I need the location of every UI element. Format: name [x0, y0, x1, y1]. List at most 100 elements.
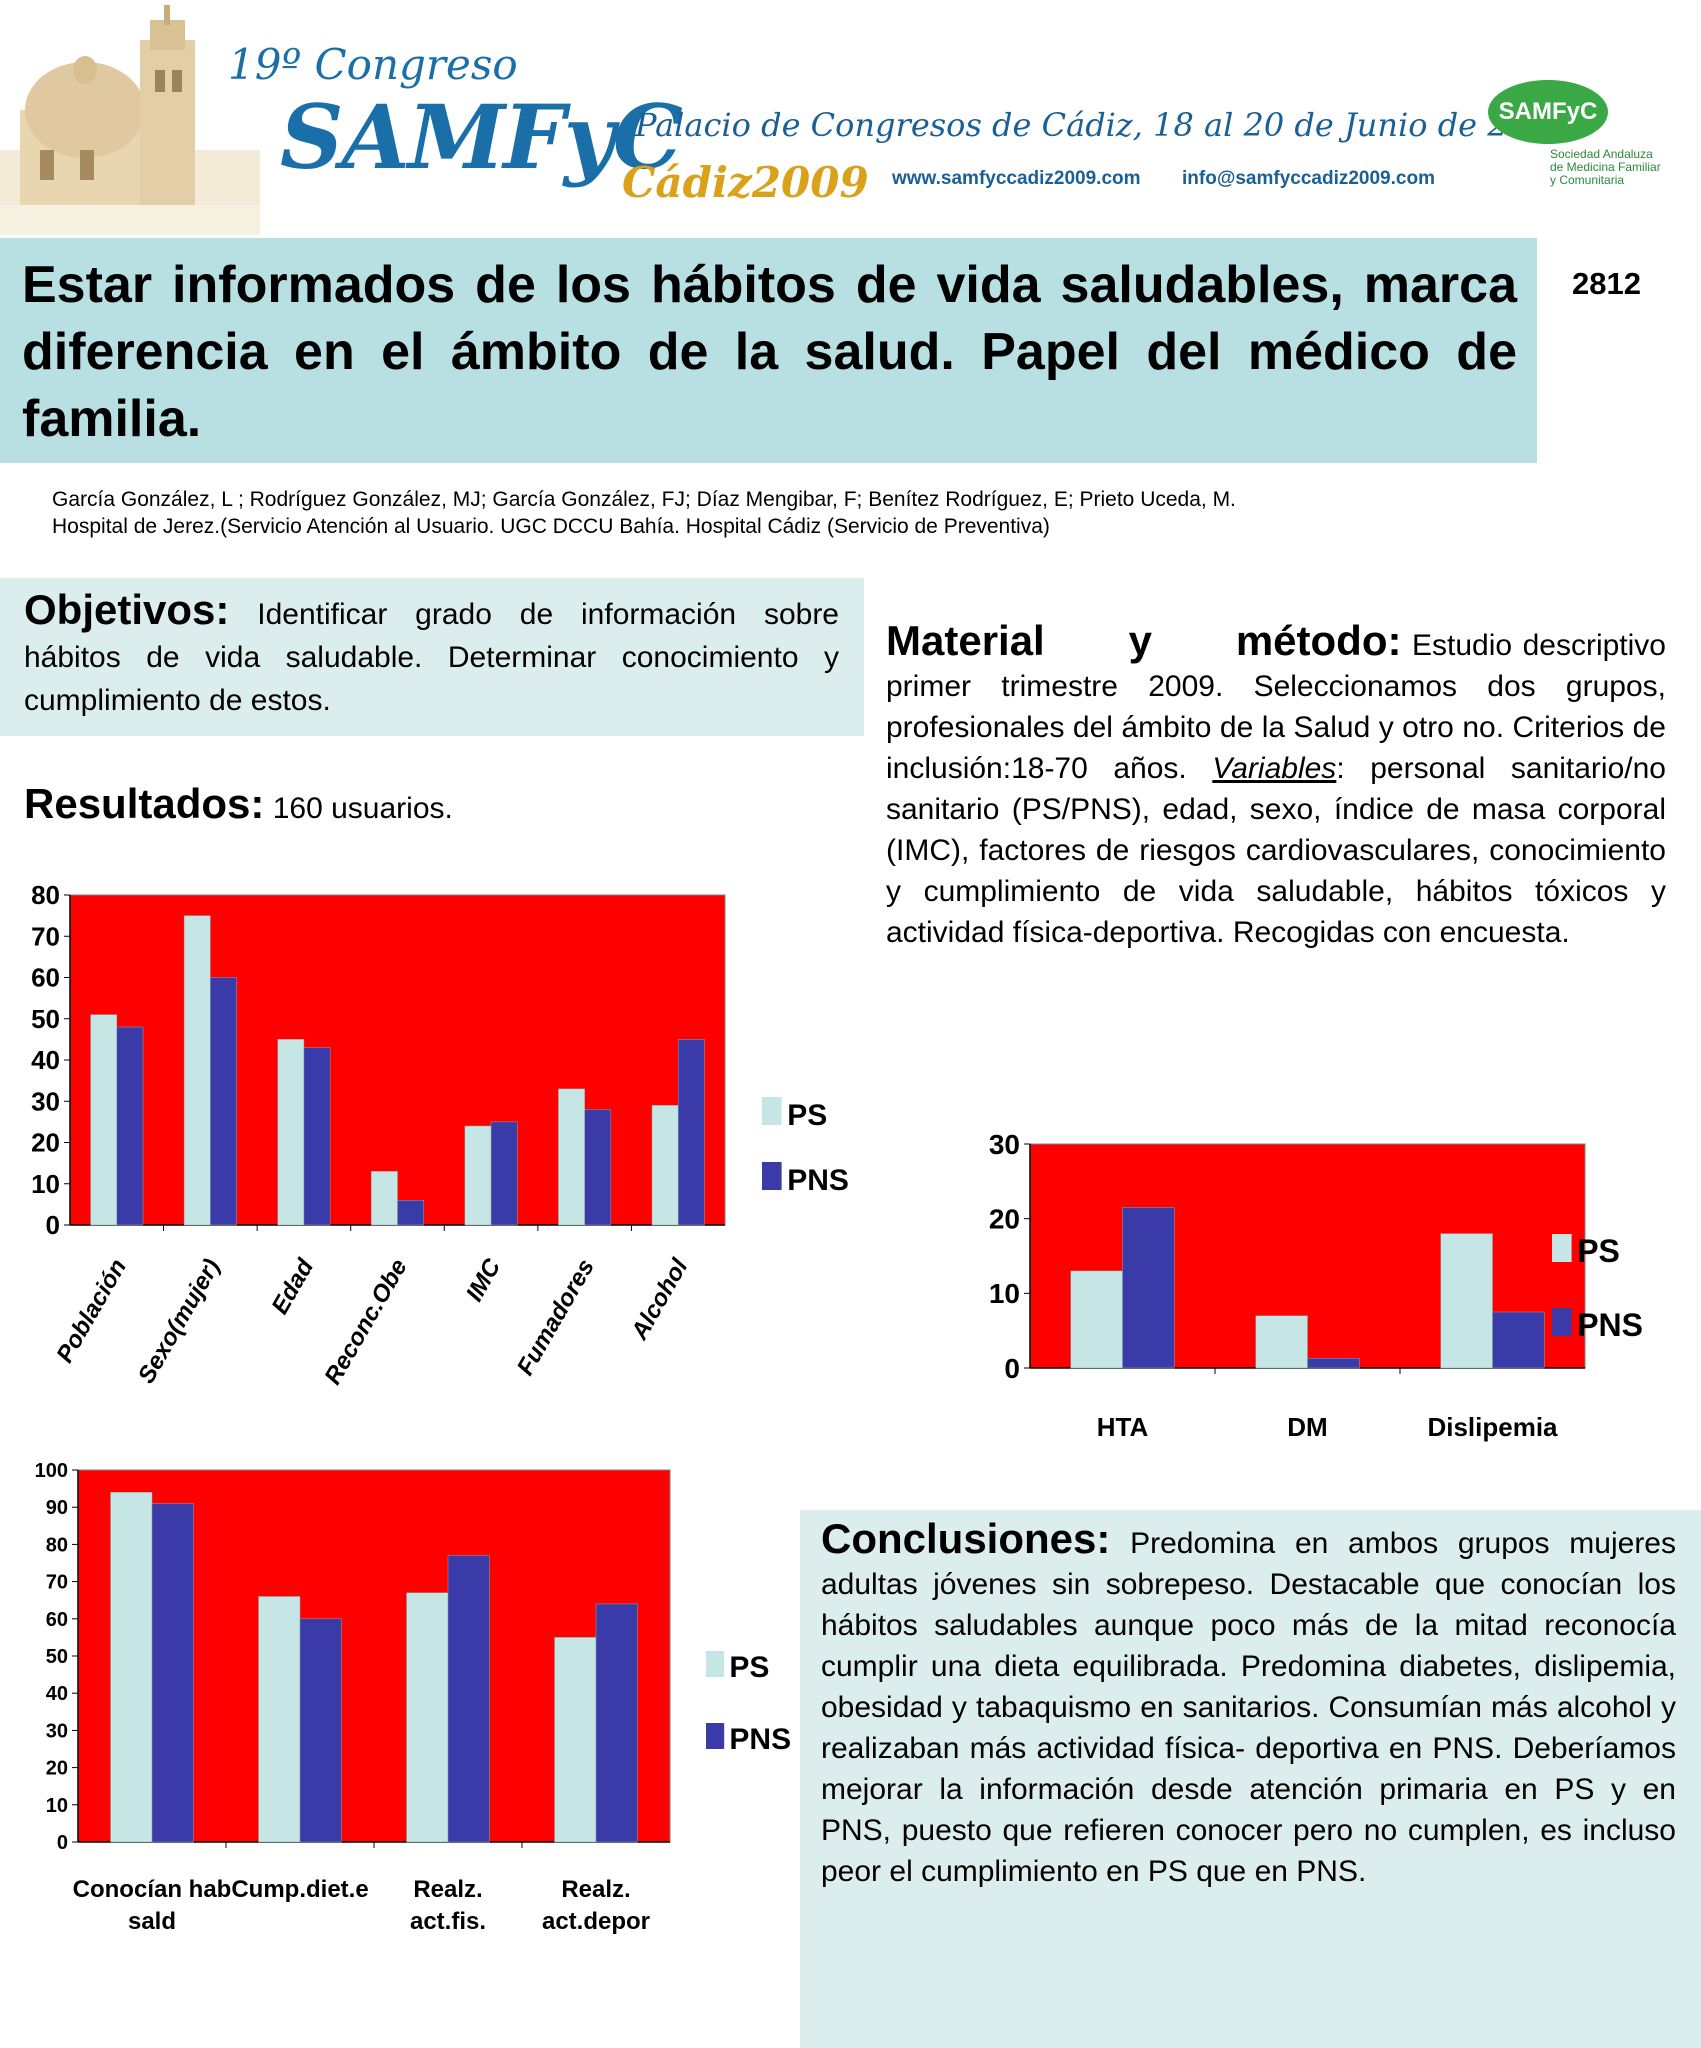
legend-label-pns: PNS — [787, 1164, 849, 1197]
cathedral-illustration — [0, 5, 260, 235]
bar-ps — [1440, 1233, 1493, 1369]
bar-pns — [116, 1026, 144, 1226]
x-category-label: Cump.diet.e — [231, 1876, 368, 1903]
bar-pns — [151, 1503, 194, 1843]
x-category-label: Realz. — [561, 1876, 630, 1903]
material-text-2: : personal sanitario/no sanitario (PS/PN… — [886, 752, 1666, 949]
poster-header: 19º Congreso SAMFyC Palacio de Congresos… — [0, 0, 1701, 235]
bar-ps — [554, 1637, 597, 1843]
logo-sub-line: de Medicina Familiar — [1550, 160, 1661, 174]
conclusions-box — [800, 1510, 1701, 2048]
bar-pns — [303, 1047, 331, 1226]
title-box — [0, 238, 1537, 463]
chart-risk-factors: 0 10 20 30 HTA DM Dislipemia PS PNS — [989, 1129, 1643, 1442]
x-category-label: DM — [1287, 1412, 1327, 1442]
authors-block: García González, L ; Rodríguez González,… — [52, 486, 1552, 540]
y-tick-label: 40 — [46, 1683, 68, 1705]
authors: García González, L ; Rodríguez González,… — [52, 488, 1236, 511]
logo-sub-line: Sociedad Andaluza — [1550, 147, 1653, 161]
x-category-label: Alcohol — [626, 1253, 695, 1345]
legend-label-ps: PS — [729, 1651, 769, 1684]
y-tick-label: 20 — [31, 1128, 60, 1158]
x-category-label: Conocían hab — [73, 1876, 232, 1903]
samfyc-logo: SAMFyC — [1488, 80, 1608, 144]
bar-pns — [1307, 1358, 1360, 1369]
poster-number: 2812 — [1572, 266, 1641, 301]
results-section: Resultados: 160 usuarios. — [24, 780, 453, 828]
material-text-1: Estudio descriptivo primer trimestre 200… — [886, 629, 1666, 785]
legend-label-ps: PS — [787, 1099, 827, 1132]
results-heading: Resultados: — [24, 780, 265, 827]
x-category-label: sald — [128, 1908, 176, 1935]
legend-swatch-pns — [1552, 1308, 1572, 1336]
bar-pns — [584, 1109, 612, 1226]
legend-label-ps: PS — [1577, 1233, 1620, 1269]
x-category-label: IMC — [461, 1254, 507, 1306]
poster-title: Estar informados de los hábitos de vida … — [22, 256, 1517, 448]
y-tick-label: 70 — [31, 921, 60, 951]
bar-pns — [677, 1039, 705, 1226]
x-category-label: act.fis. — [410, 1908, 486, 1935]
y-tick-label: 30 — [31, 1086, 60, 1116]
samfyc-logo-text: SAMFyC — [1498, 98, 1598, 125]
y-tick-label: 10 — [989, 1278, 1020, 1309]
bar-ps — [464, 1125, 492, 1226]
y-tick-label: 0 — [1004, 1353, 1020, 1384]
y-tick-label: 60 — [31, 963, 60, 993]
objectives-heading: Objetivos: — [24, 586, 230, 633]
bar-ps — [1070, 1270, 1123, 1369]
legend-swatch-ps — [1552, 1234, 1572, 1262]
y-tick-label: 30 — [46, 1720, 68, 1742]
bar-ps — [1255, 1315, 1308, 1369]
bar-pns — [1492, 1311, 1545, 1369]
congress-city-year: Cádiz2009 — [622, 158, 869, 207]
y-tick-label: 50 — [46, 1646, 68, 1668]
y-tick-label: 70 — [46, 1572, 68, 1594]
legend-swatch-ps — [706, 1651, 725, 1677]
y-tick-label: 20 — [989, 1203, 1020, 1234]
x-category-label: Realz. — [413, 1876, 482, 1903]
y-tick-label: 30 — [989, 1129, 1020, 1160]
legend-swatch-ps — [762, 1097, 782, 1125]
y-tick-label: 90 — [46, 1497, 68, 1519]
y-tick-label: 80 — [31, 880, 60, 910]
x-category-label: Fumadores — [512, 1255, 600, 1381]
x-category-label: Reconc.Obe — [319, 1255, 412, 1390]
chart-demographics: 0 10 20 30 40 50 60 70 80 Población Sexo(mujer) Eda… — [31, 880, 849, 1390]
y-tick-label: 0 — [57, 1832, 68, 1854]
plot-area — [69, 894, 726, 1226]
congress-venue: Palacio de Congresos de Cádiz, 18 al 20 … — [635, 106, 1569, 144]
material-heading: Material y método: — [886, 617, 1402, 664]
affiliation: Hospital de Jerez.(Servicio Atención al … — [52, 515, 1050, 538]
variables-label: Variables — [1212, 752, 1337, 785]
bar-pns — [447, 1555, 490, 1843]
bar-ps — [371, 1171, 398, 1226]
bar-pns — [397, 1200, 424, 1226]
bar-ps — [277, 1039, 305, 1226]
congress-website[interactable]: www.samfyccadiz2009.com — [892, 168, 1141, 189]
y-tick-label: 100 — [35, 1460, 68, 1482]
bar-ps — [558, 1088, 585, 1226]
legend-swatch-pns — [762, 1162, 782, 1190]
y-tick-label: 60 — [46, 1609, 68, 1631]
results-text: 160 usuarios. — [272, 792, 453, 825]
congress-number: 19º Congreso — [228, 40, 518, 89]
congress-email[interactable]: info@samfyccadiz2009.com — [1182, 168, 1435, 189]
objectives-text: Identificar grado de información sobre h… — [24, 598, 839, 717]
y-tick-label: 50 — [31, 1004, 60, 1034]
legend-swatch-pns — [706, 1723, 725, 1749]
legend-label-pns: PNS — [1577, 1307, 1643, 1343]
bar-ps — [651, 1105, 679, 1226]
congress-name: SAMFyC — [280, 85, 683, 189]
x-category-label: Edad — [266, 1253, 319, 1318]
y-tick-label: 20 — [46, 1758, 68, 1780]
bar-ps — [258, 1596, 301, 1843]
chart-healthy-habits: 0 10 20 30 40 50 60 70 80 90 100 Conocían hab sald Cu… — [35, 1460, 791, 1935]
y-tick-label: 80 — [46, 1534, 68, 1556]
y-tick-label: 0 — [46, 1210, 60, 1240]
samfyc-logo-subtitle: Sociedad Andaluza de Medicina Familiar y… — [1550, 148, 1661, 187]
bar-pns — [1122, 1207, 1175, 1369]
bar-pns — [210, 977, 237, 1226]
y-tick-label: 10 — [46, 1795, 68, 1817]
conclusions-heading: Conclusiones: — [821, 1515, 1111, 1562]
